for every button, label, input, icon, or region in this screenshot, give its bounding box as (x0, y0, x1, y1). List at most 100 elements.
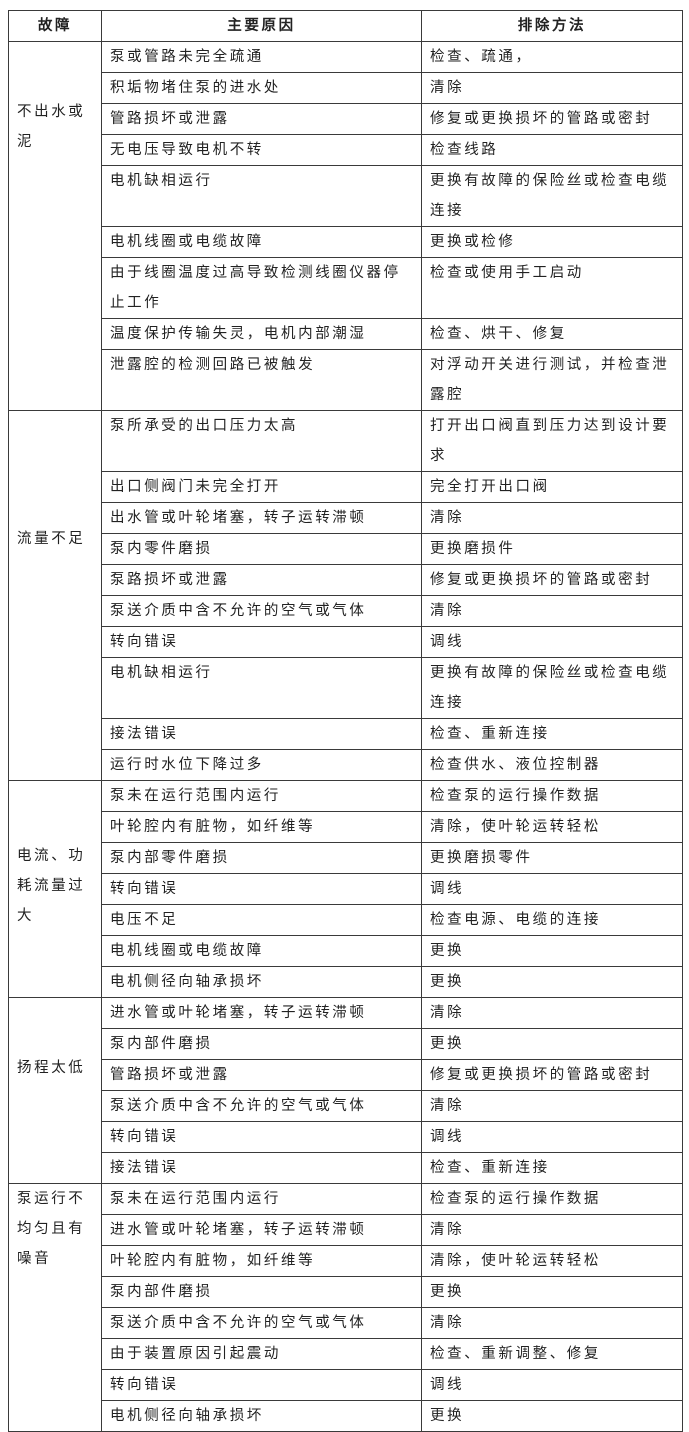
cause-cell: 出水管或叶轮堵塞，转子运转滞顿 (101, 502, 422, 534)
table-row: 电机侧径向轴承损坏 更换 (9, 966, 683, 998)
table-row: 进水管或叶轮堵塞，转子运转滞顿 清除 (9, 1214, 683, 1246)
table-row: 积垢物堵住泵的进水处 清除 (9, 72, 683, 104)
table-row: 温度保护传输失灵，电机内部潮湿 检查、烘干、修复 (9, 318, 683, 350)
remedy-cell: 更换 (421, 1400, 683, 1432)
fault-cell: 泵运行不均匀且有噪音 (8, 1183, 102, 1432)
remedy-cell: 修复或更换损坏的管路或密封 (421, 1059, 683, 1091)
cause-cell: 转向错误 (101, 1121, 422, 1153)
remedy-cell: 打开出口阀直到压力达到设计要求 (421, 410, 683, 472)
remedy-cell: 对浮动开关进行测试，并检查泄露腔 (421, 349, 683, 411)
cause-cell: 由于装置原因引起震动 (101, 1338, 422, 1370)
table-row: 叶轮腔内有脏物，如纤维等 清除，使叶轮运转轻松 (9, 1245, 683, 1277)
fault-cell: 扬程太低 (8, 997, 102, 1184)
table-row: 接法错误 检查、重新连接 (9, 718, 683, 750)
table-row: 泵送介质中含不允许的空气或气体 清除 (9, 1090, 683, 1122)
cause-cell: 泵路损坏或泄露 (101, 564, 422, 596)
table-row: 转向错误 调线 (9, 1369, 683, 1401)
cause-cell: 泵未在运行范围内运行 (101, 780, 422, 812)
cause-cell: 泵送介质中含不允许的空气或气体 (101, 1090, 422, 1122)
table-row: 流量不足 泵所承受的出口压力太高 打开出口阀直到压力达到设计要求 (8, 410, 683, 781)
cause-cell: 叶轮腔内有脏物，如纤维等 (101, 811, 422, 843)
cause-cell: 叶轮腔内有脏物，如纤维等 (101, 1245, 422, 1277)
cause-cell: 无电压导致电机不转 (101, 134, 422, 166)
cause-cell: 进水管或叶轮堵塞，转子运转滞顿 (101, 1214, 422, 1246)
header-remedy: 排除方法 (421, 10, 683, 42)
cause-cell: 电机侧径向轴承损坏 (101, 1400, 422, 1432)
cause-cell: 泵所承受的出口压力太高 (101, 410, 422, 472)
remedy-cell: 更换或检修 (421, 226, 683, 258)
remedy-cell: 检查泵的运行操作数据 (421, 1183, 683, 1215)
cause-cell: 电机缺相运行 (101, 657, 422, 719)
table-row: 转向错误 调线 (9, 873, 683, 905)
remedy-cell: 检查或使用手工启动 (421, 257, 683, 319)
table-row: 叶轮腔内有脏物，如纤维等 清除，使叶轮运转轻松 (9, 811, 683, 843)
cause-cell: 泵未在运行范围内运行 (101, 1183, 422, 1215)
cause-cell: 电压不足 (101, 904, 422, 936)
remedy-cell: 调线 (421, 1121, 683, 1153)
table-row: 无电压导致电机不转 检查线路 (9, 134, 683, 166)
cause-cell: 接法错误 (101, 718, 422, 750)
remedy-cell: 清除 (421, 595, 683, 627)
remedy-cell: 调线 (421, 626, 683, 658)
cause-cell: 出口侧阀门未完全打开 (101, 471, 422, 503)
cause-cell: 泵内部件磨损 (101, 1276, 422, 1308)
cause-cell: 泄露腔的检测回路已被触发 (101, 349, 422, 411)
remedy-cell: 检查泵的运行操作数据 (421, 780, 683, 812)
header-row: 故障 主要原因 排除方法 (8, 10, 683, 42)
remedy-cell: 更换有故障的保险丝或检查电缆连接 (421, 165, 683, 227)
table-row: 由于装置原因引起震动 检查、重新调整、修复 (9, 1338, 683, 1370)
remedy-cell: 更换 (421, 1028, 683, 1060)
remedy-cell: 修复或更换损坏的管路或密封 (421, 564, 683, 596)
table-row: 转向错误 调线 (9, 626, 683, 658)
table-row: 扬程太低 进水管或叶轮堵塞，转子运转滞顿清除 (8, 997, 683, 1184)
table-row: 泵内部件磨损 更换 (9, 1028, 683, 1060)
table-row: 管路损坏或泄露 修复或更换损坏的管路或密封 (9, 1059, 683, 1091)
cause-cell: 进水管或叶轮堵塞，转子运转滞顿 (101, 997, 422, 1029)
remedy-cell: 检查、重新连接 (421, 1152, 683, 1184)
remedy-cell: 调线 (421, 1369, 683, 1401)
cause-cell: 泵送介质中含不允许的空气或气体 (101, 1307, 422, 1339)
cause-cell: 管路损坏或泄露 (101, 1059, 422, 1091)
cause-cell: 电机线圈或电缆故障 (101, 935, 422, 967)
table-row: 管路损坏或泄露 修复或更换损坏的管路或密封 (9, 103, 683, 135)
troubleshooting-table: 故障 主要原因 排除方法 不出水或泥 泵或管路未完全疏通 检查、疏通， 积垢物堵住泵的… (8, 10, 683, 1432)
remedy-cell: 清除 (421, 1090, 683, 1122)
table-row: 由于线圈温度过高导致检测线圈仪器停止工作 检查或使用手工启动 (9, 257, 683, 319)
table-row: 电机缺相运行 更换有故障的保险丝或检查电缆连接 (9, 657, 683, 719)
remedy-cell: 清除 (421, 502, 683, 534)
remedy-cell: 检查、重新连接 (421, 718, 683, 750)
table-row: 泵运行不均匀且有噪音 泵未在运行范围内运行 检查泵的运行操作数据 (8, 1183, 683, 1432)
table-row: 泵内部件磨损 更换 (9, 1276, 683, 1308)
fault-cell: 不出水或泥 (8, 41, 102, 411)
remedy-cell: 清除，使叶轮运转轻松 (421, 1245, 683, 1277)
remedy-cell: 更换 (421, 935, 683, 967)
cause-cell: 泵或管路未完全疏通 (101, 41, 422, 73)
cause-cell: 转向错误 (101, 873, 422, 905)
cause-cell: 转向错误 (101, 1369, 422, 1401)
table-row: 电流、功耗流量过大 泵未在运行范围内运行 检查泵的运行操作数据 (8, 780, 683, 998)
table-row: 电机缺相运行 更换有故障的保险丝或检查电缆连接 (9, 165, 683, 227)
cause-cell: 电机线圈或电缆故障 (101, 226, 422, 258)
cause-cell: 泵内零件磨损 (101, 533, 422, 565)
remedy-cell: 清除，使叶轮运转轻松 (421, 811, 683, 843)
remedy-cell: 更换磨损件 (421, 533, 683, 565)
table-row: 泵内零件磨损 更换磨损件 (9, 533, 683, 565)
table-row: 电机侧径向轴承损坏 更换 (9, 1400, 683, 1432)
table-row: 出口侧阀门未完全打开 完全打开出口阀 (9, 471, 683, 503)
table-row: 不出水或泥 泵或管路未完全疏通 检查、疏通， (8, 41, 683, 411)
fault-cell: 流量不足 (8, 410, 102, 781)
table-row: 电机线圈或电缆故障 更换或检修 (9, 226, 683, 258)
table-row: 泵内部零件磨损 更换磨损零件 (9, 842, 683, 874)
remedy-cell: 清除 (421, 72, 683, 104)
table-row: 泵送介质中含不允许的空气或气体 清除 (9, 595, 683, 627)
cause-cell: 电机缺相运行 (101, 165, 422, 227)
table-row: 电压不足 检查电源、电缆的连接 (9, 904, 683, 936)
remedy-cell: 修复或更换损坏的管路或密封 (421, 103, 683, 135)
remedy-cell: 检查、烘干、修复 (421, 318, 683, 350)
table-row: 泄露腔的检测回路已被触发 对浮动开关进行测试，并检查泄露腔 (9, 349, 683, 411)
cause-cell: 温度保护传输失灵，电机内部潮湿 (101, 318, 422, 350)
cause-cell: 运行时水位下降过多 (101, 749, 422, 781)
remedy-cell: 检查、重新调整、修复 (421, 1338, 683, 1370)
remedy-cell: 更换有故障的保险丝或检查电缆连接 (421, 657, 683, 719)
cause-cell: 泵送介质中含不允许的空气或气体 (101, 595, 422, 627)
